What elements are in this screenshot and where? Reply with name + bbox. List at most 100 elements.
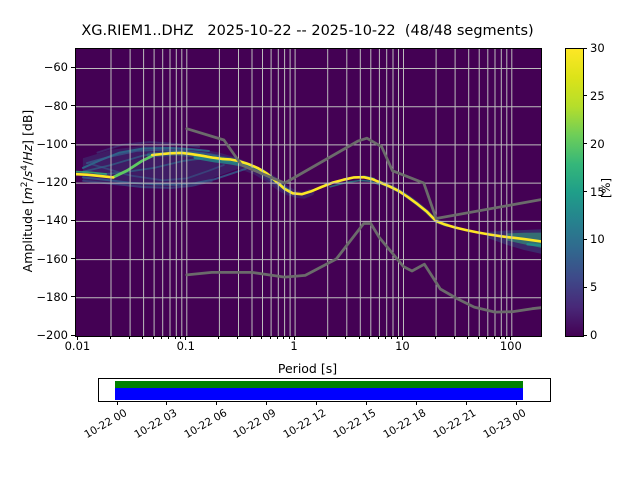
x-tick-label: 10 [395,339,410,353]
x-minor-tick [250,336,252,339]
timeline-segments-bar [115,387,523,400]
x-axis-label: Period [s] [277,361,338,376]
x-tick [401,336,403,340]
x-tick-label: 1 [290,339,298,353]
colorbar-tick [583,95,587,97]
x-minor-tick [434,336,436,339]
psd-mode-ridge [150,151,541,243]
x-minor-tick [467,336,469,339]
colorbar-tick-label: 15 [590,184,605,199]
colorbar-tick-label: 0 [590,328,598,342]
x-minor-tick [326,336,328,339]
x-tick [185,336,187,340]
timeline-tick-label: 10-22 00 [82,407,129,442]
y-tick-label: −60 [43,60,68,75]
x-minor-tick [493,336,495,339]
y-tick-label: −140 [36,213,68,228]
nhnm-line [185,127,541,220]
x-minor-tick [369,336,371,339]
x-minor-tick [283,336,285,339]
plot-title: XG.RIEM1..DHZ 2025-10-22 -- 2025-10-22 (… [81,23,534,39]
x-minor-tick [260,336,262,339]
x-minor-tick [269,336,271,339]
colorbar-tick-label: 30 [590,41,605,55]
x-minor-tick [236,336,238,339]
timeline-tick-label: 10-22 06 [181,407,229,442]
colorbar-tick-label: 20 [590,136,605,151]
y-axis-label-part: 4 [20,165,30,171]
timeline-tick-label: 10-22 03 [132,407,179,442]
timeline-tick [465,401,467,405]
colorbar-tick [583,238,587,240]
x-minor-tick [276,336,278,339]
timeline-tick [515,401,517,405]
x-minor-tick [385,336,387,339]
x-tick [293,336,295,340]
timeline-tick-label: 10-22 12 [281,407,329,442]
y-tick [71,66,75,68]
x-minor-tick [486,336,488,339]
timeline-tick-label: 10-23 00 [481,407,529,442]
x-minor-tick [288,336,290,339]
x-minor-tick [499,336,501,339]
y-tick-label: −160 [36,251,68,266]
x-tick [510,336,512,340]
colorbar-tick [583,191,587,192]
x-minor-tick [128,336,130,339]
nlnm-line [185,222,541,314]
psd-histogram [76,141,541,254]
x-minor-tick [109,336,111,339]
colorbar-label: [%] [599,178,613,198]
grid-layer [76,49,541,336]
y-tick [71,143,75,145]
x-minor-tick [174,336,176,339]
timeline-tick-label: 10-22 15 [331,407,379,442]
x-tick-label: 0.01 [64,339,91,353]
x-minor-tick [453,336,455,339]
x-minor-tick [161,336,163,339]
y-tick [71,258,75,260]
x-minor-tick [391,336,393,339]
y-tick [71,105,75,107]
noise-model-lines [185,127,541,314]
y-tick-label: −100 [36,136,68,151]
colorbar-tick-label: 10 [590,232,605,247]
colorbar-tick [583,47,587,49]
y-tick [71,219,75,221]
x-minor-tick [377,336,379,339]
x-tick-label: 100 [499,339,522,353]
timeline-tick-label: 10-22 21 [431,407,479,442]
y-tick [71,181,75,183]
y-tick [71,334,75,336]
psd-strand [111,153,156,179]
timeline-tick [366,401,367,405]
colorbar [565,48,584,337]
x-minor-tick [505,336,507,339]
timeline-tick-label: 10-22 18 [381,407,429,442]
y-tick [71,296,75,298]
ppsd-plot-area [75,48,542,337]
x-minor-tick [180,336,182,339]
x-minor-tick [358,336,360,339]
psd-mode-ridge [76,172,115,179]
colorbar-tick [583,286,587,288]
timeline-tick [116,401,118,405]
colorbar-tick [583,143,587,145]
x-tick-label: 0.1 [176,339,195,353]
timeline-tick-label: 10-22 09 [231,407,279,442]
y-axis-label-part: / [20,160,36,165]
psd-strand [76,170,108,175]
x-minor-tick [217,336,219,339]
x-minor-tick [345,336,347,339]
ppsd-canvas [76,49,541,336]
x-tick [76,336,78,340]
y-tick-label: −120 [36,175,68,190]
y-tick-label: −200 [36,328,68,342]
x-minor-tick [142,336,144,339]
timeline-tick [316,401,318,405]
x-minor-tick [168,336,170,339]
colorbar-tick-label: 25 [590,88,605,103]
y-tick-label: −180 [36,289,68,304]
colorbar-tick-label: 5 [590,280,598,295]
